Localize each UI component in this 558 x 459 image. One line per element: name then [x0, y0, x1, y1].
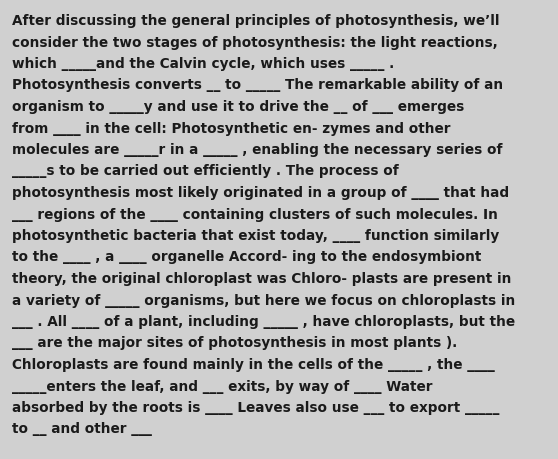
Text: from ____ in the cell: Photosynthetic en- zymes and other: from ____ in the cell: Photosynthetic en… [12, 121, 450, 135]
Text: organism to _____y and use it to drive the __ of ___ emerges: organism to _____y and use it to drive t… [12, 100, 464, 114]
Text: Photosynthesis converts __ to _____ The remarkable ability of an: Photosynthesis converts __ to _____ The … [12, 78, 503, 92]
Text: ___ . All ____ of a plant, including _____ , have chloroplasts, but the: ___ . All ____ of a plant, including ___… [12, 314, 515, 328]
Text: After discussing the general principles of photosynthesis, we’ll: After discussing the general principles … [12, 14, 499, 28]
Text: _____enters the leaf, and ___ exits, by way of ____ Water: _____enters the leaf, and ___ exits, by … [12, 379, 432, 392]
Text: Chloroplasts are found mainly in the cells of the _____ , the ____: Chloroplasts are found mainly in the cel… [12, 357, 495, 371]
Text: to the ____ , a ____ organelle Accord- ing to the endosymbiont: to the ____ , a ____ organelle Accord- i… [12, 250, 482, 264]
Text: consider the two stages of photosynthesis: the light reactions,: consider the two stages of photosynthesi… [12, 35, 498, 50]
Text: ___ regions of the ____ containing clusters of such molecules. In: ___ regions of the ____ containing clust… [12, 207, 498, 221]
Text: a variety of _____ organisms, but here we focus on chloroplasts in: a variety of _____ organisms, but here w… [12, 293, 515, 307]
Text: _____s to be carried out efficiently . The process of: _____s to be carried out efficiently . T… [12, 164, 399, 178]
Text: photosynthesis most likely originated in a group of ____ that had: photosynthesis most likely originated in… [12, 185, 509, 200]
Text: to __ and other ___: to __ and other ___ [12, 421, 152, 436]
Text: molecules are _____r in a _____ , enabling the necessary series of: molecules are _____r in a _____ , enabli… [12, 143, 503, 157]
Text: which _____and the Calvin cycle, which uses _____ .: which _____and the Calvin cycle, which u… [12, 57, 395, 71]
Text: ___ are the major sites of photosynthesis in most plants ).: ___ are the major sites of photosynthesi… [12, 336, 457, 350]
Text: photosynthetic bacteria that exist today, ____ function similarly: photosynthetic bacteria that exist today… [12, 229, 499, 242]
Text: theory, the original chloroplast was Chloro- plasts are present in: theory, the original chloroplast was Chl… [12, 271, 511, 285]
Text: absorbed by the roots is ____ Leaves also use ___ to export _____: absorbed by the roots is ____ Leaves als… [12, 400, 499, 414]
